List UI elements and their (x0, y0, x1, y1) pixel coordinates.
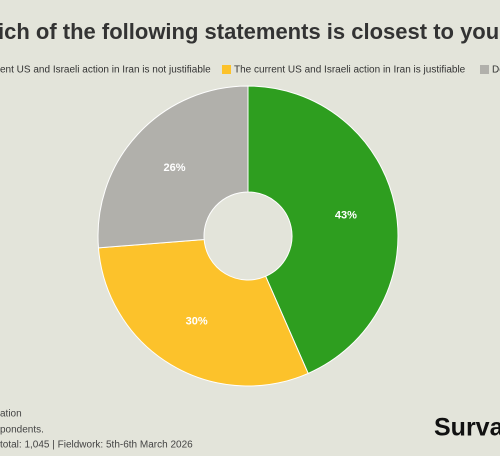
data-label: 30% (186, 316, 208, 328)
legend-label: The current US and Israeli action in Ira… (234, 65, 466, 76)
donut-slice (97, 85, 249, 249)
legend-swatch (222, 65, 231, 74)
legend-label: ent US and Israeli action in Iran is not… (0, 65, 211, 76)
legend-label: Do (492, 65, 500, 76)
footnote: ation (0, 409, 22, 420)
logo: Surva (434, 414, 500, 442)
legend-swatch (480, 65, 489, 74)
donut-slice (97, 238, 309, 387)
data-label: 26% (164, 162, 186, 174)
footnote: total: 1,045 | Fieldwork: 5th-6th March … (0, 440, 193, 451)
donut-slice (247, 85, 399, 375)
data-label: 43% (335, 209, 357, 221)
chart-title: ich of the following statements is close… (0, 19, 500, 44)
footnote: pondents. (0, 425, 44, 436)
